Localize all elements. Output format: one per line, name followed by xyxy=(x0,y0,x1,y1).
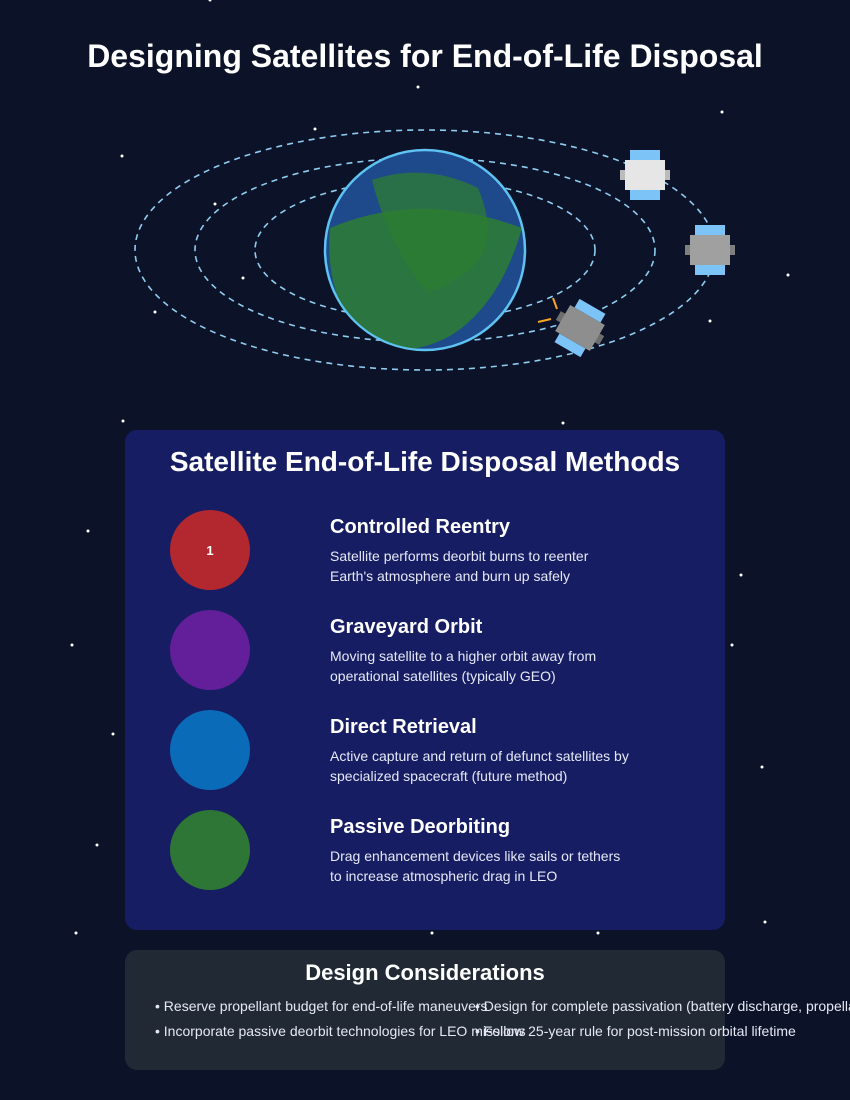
consideration-item: • Design for complete passivation (batte… xyxy=(475,998,850,1014)
method-number-badge xyxy=(170,610,250,690)
star xyxy=(561,421,565,425)
star xyxy=(208,0,212,2)
star xyxy=(120,154,124,158)
method-direct-retrieval: Direct Retrieval Active capture and retu… xyxy=(125,710,725,790)
method-name: Graveyard Orbit xyxy=(330,616,483,638)
design-considerations-panel: Design Considerations • Reserve propella… xyxy=(125,950,850,1070)
star xyxy=(708,319,712,323)
method-number-badge xyxy=(170,710,250,790)
star xyxy=(313,127,317,131)
page-title: Designing Satellites for End-of-Life Dis… xyxy=(87,38,763,74)
star xyxy=(596,931,600,935)
star xyxy=(430,931,434,935)
star xyxy=(763,920,767,924)
method-description: Satellite performs deorbit burns to reen… xyxy=(330,548,589,584)
star xyxy=(241,276,245,280)
star xyxy=(213,202,217,206)
considerations-title: Design Considerations xyxy=(305,960,545,985)
star xyxy=(121,419,125,423)
satellite-icon-right xyxy=(685,225,735,275)
thruster-flame-icon xyxy=(537,297,558,323)
deorbiting-satellite-icon xyxy=(554,298,606,358)
star xyxy=(74,931,78,935)
method-graveyard-orbit: Graveyard Orbit Moving satellite to a hi… xyxy=(125,610,725,690)
inner-orbit xyxy=(254,179,596,321)
consideration-item: • Incorporate passive deorbit technologi… xyxy=(155,1023,526,1039)
method-description: Drag enhancement devices like sails or t… xyxy=(330,848,621,884)
star xyxy=(70,643,74,647)
orbit-illustration xyxy=(134,129,735,371)
method-controlled-reentry: 1 Controlled Reentry Satellite performs … xyxy=(125,510,725,590)
star xyxy=(416,85,420,89)
method-number-badge xyxy=(170,810,250,890)
method-number-badge: 1 xyxy=(170,510,250,590)
consideration-item: • Reserve propellant budget for end-of-l… xyxy=(155,998,488,1014)
earth-icon xyxy=(323,148,527,352)
star xyxy=(86,529,90,533)
star xyxy=(95,843,99,847)
star xyxy=(153,310,157,314)
methods-title: Satellite End-of-Life Disposal Methods xyxy=(169,446,681,477)
disposal-methods-panel: Satellite End-of-Life Disposal Methods 1… xyxy=(125,430,725,930)
method-name: Passive Deorbiting xyxy=(330,816,511,838)
method-description: Active capture and return of defunct sat… xyxy=(330,748,629,784)
method-name: Controlled Reentry xyxy=(330,516,511,538)
star xyxy=(111,732,115,736)
satellite-icon-top xyxy=(620,150,670,200)
method-description: Moving satellite to a higher orbit away … xyxy=(330,648,597,684)
star xyxy=(730,643,734,647)
star xyxy=(720,110,724,114)
star xyxy=(786,273,790,277)
star xyxy=(739,573,743,577)
star xyxy=(760,765,764,769)
method-passive-deorbiting: Passive Deorbiting Drag enhancement devi… xyxy=(125,810,725,890)
method-name: Direct Retrieval xyxy=(330,716,477,738)
consideration-item: • Follow 25-year rule for post-mission o… xyxy=(475,1023,796,1039)
